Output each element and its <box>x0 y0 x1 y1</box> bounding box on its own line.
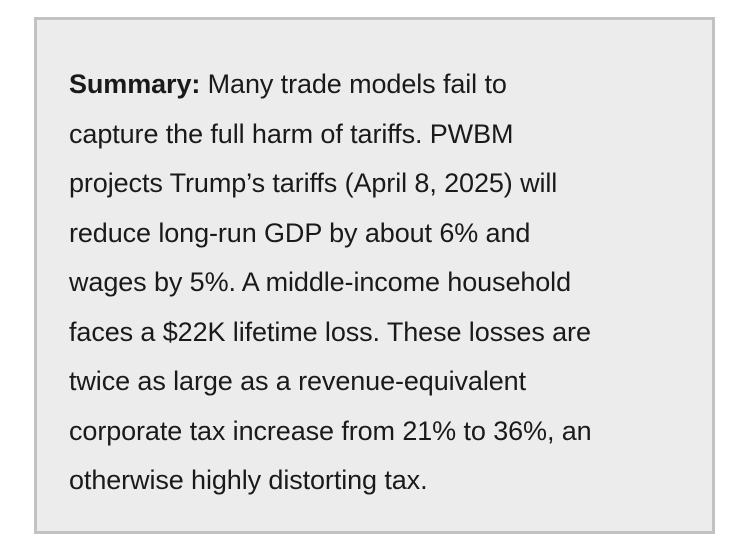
summary-label: Summary: <box>69 69 201 99</box>
summary-paragraph: Summary: Many trade models fail to captu… <box>69 60 699 506</box>
summary-box: Summary: Many trade models fail to captu… <box>34 17 715 534</box>
summary-line-1-text: Many trade models fail to <box>200 69 507 99</box>
summary-line-1: Summary: Many trade models fail to <box>69 60 699 110</box>
summary-line-8: corporate tax increase from 21% to 36%, … <box>69 415 592 446</box>
summary-line-3: projects Trump’s tariffs (April 8, 2025)… <box>69 168 558 198</box>
summary-line-6: faces a $22K lifetime loss. These losses… <box>69 316 591 347</box>
summary-line-7: twice as large as a revenue-equivalent <box>69 366 526 396</box>
summary-line-2: capture the full harm of tariffs. PWBM <box>69 118 514 149</box>
summary-line-9: otherwise highly distorting tax. <box>69 465 428 495</box>
summary-line-5: wages by 5%. A middle-income household <box>69 267 572 297</box>
summary-line-4: reduce long-run GDP by about 6% and <box>69 217 531 248</box>
